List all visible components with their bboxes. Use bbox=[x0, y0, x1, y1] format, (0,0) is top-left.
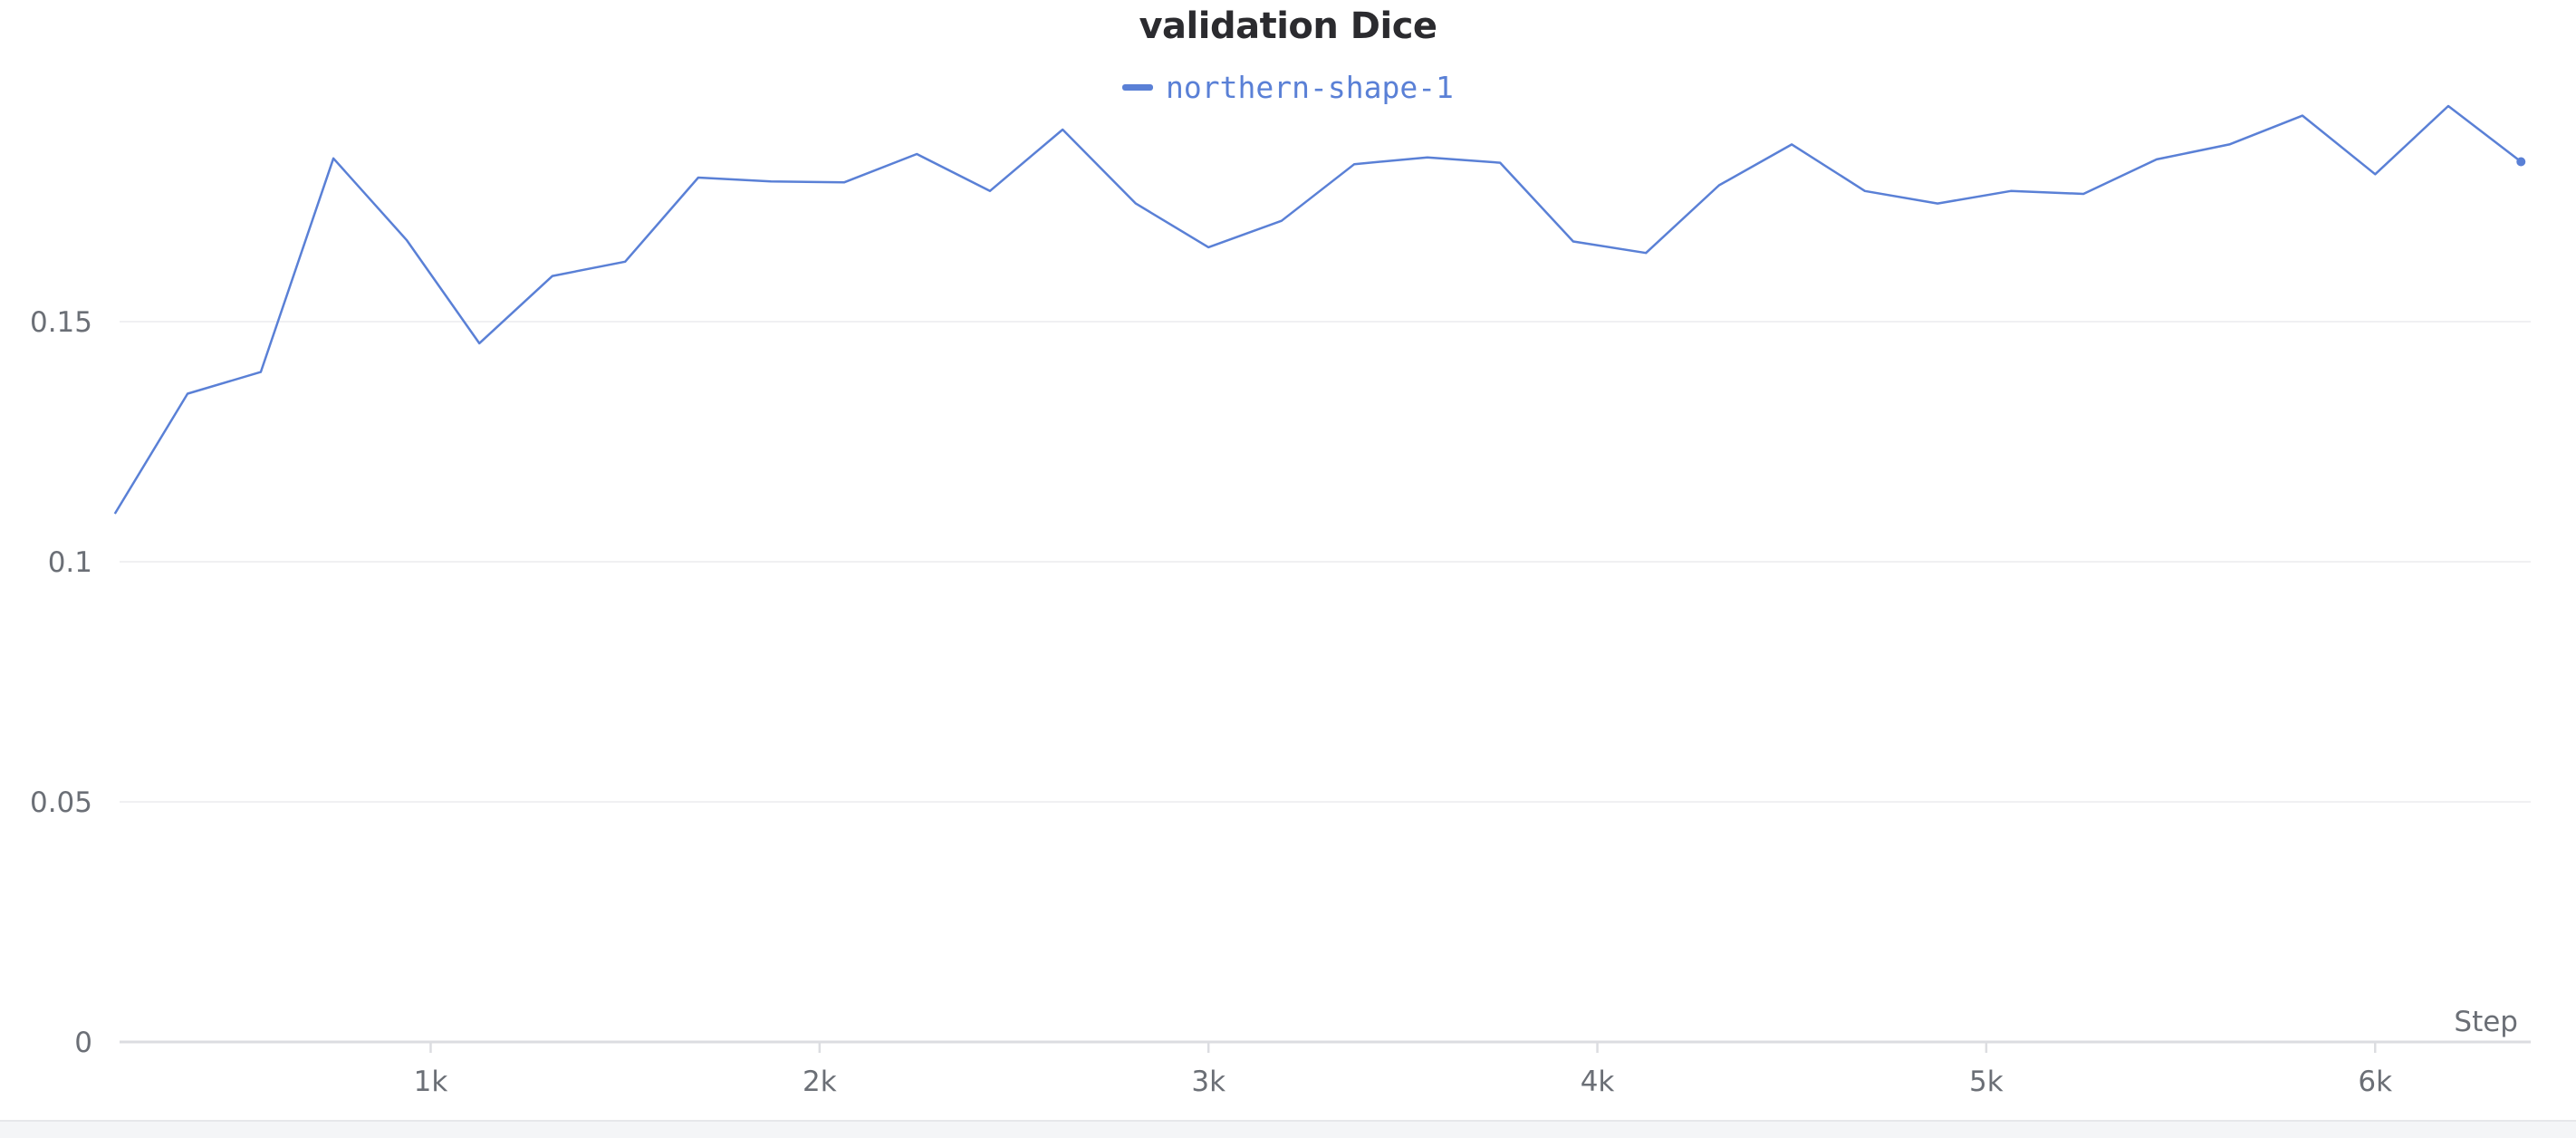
x-tick-label: 5k bbox=[1969, 1066, 2004, 1098]
data-point bbox=[1352, 162, 1357, 167]
y-tick-label: 0.1 bbox=[48, 546, 92, 579]
data-point bbox=[2373, 172, 2378, 177]
x-tick-label: 2k bbox=[803, 1066, 837, 1098]
data-point bbox=[1061, 128, 1065, 132]
x-axis-label: Step bbox=[2454, 1006, 2518, 1038]
data-point bbox=[696, 176, 700, 180]
data-point bbox=[477, 341, 482, 345]
data-point bbox=[769, 179, 774, 184]
data-point bbox=[2154, 157, 2158, 161]
data-point bbox=[2446, 104, 2450, 109]
y-tick-label: 0.05 bbox=[30, 786, 92, 819]
x-tick-label: 6k bbox=[2358, 1066, 2392, 1098]
data-point bbox=[915, 152, 919, 157]
x-tick-label: 1k bbox=[414, 1066, 448, 1098]
data-point bbox=[186, 391, 190, 396]
legend-swatch bbox=[1122, 84, 1154, 91]
data-point bbox=[1206, 245, 1211, 249]
last-data-point bbox=[2516, 157, 2526, 167]
y-tick-label: 0.15 bbox=[30, 306, 92, 339]
legend[interactable]: northern-shape-1 bbox=[0, 60, 2576, 109]
data-point bbox=[987, 188, 992, 193]
data-point bbox=[112, 512, 117, 516]
data-point bbox=[1571, 239, 1575, 244]
data-point bbox=[1790, 142, 1794, 147]
data-point bbox=[841, 180, 846, 185]
data-point bbox=[550, 274, 554, 278]
legend-label: northern-shape-1 bbox=[1166, 69, 1454, 105]
data-point bbox=[1133, 201, 1138, 206]
legend-item[interactable]: northern-shape-1 bbox=[1122, 67, 1454, 109]
data-point bbox=[2081, 192, 2086, 197]
y-tick-label: 0 bbox=[74, 1027, 92, 1059]
data-point bbox=[1279, 218, 1283, 223]
data-point bbox=[1936, 201, 1940, 206]
x-tick-label: 3k bbox=[1191, 1066, 1226, 1098]
data-point bbox=[332, 156, 336, 160]
data-point bbox=[2008, 188, 2013, 193]
data-point bbox=[1862, 188, 1867, 193]
bottom-strip bbox=[0, 1120, 2576, 1138]
data-point bbox=[1498, 160, 1503, 165]
x-tick-label: 4k bbox=[1581, 1066, 1615, 1098]
data-point bbox=[623, 259, 628, 264]
data-point bbox=[404, 237, 409, 242]
data-point bbox=[2227, 142, 2232, 147]
data-point bbox=[2300, 113, 2304, 118]
data-point bbox=[1425, 155, 1429, 159]
data-point bbox=[258, 370, 263, 374]
series-line bbox=[113, 104, 2523, 515]
data-point bbox=[1716, 183, 1721, 188]
data-point bbox=[1644, 251, 1648, 256]
chart-title: validation Dice bbox=[1139, 5, 1437, 47]
